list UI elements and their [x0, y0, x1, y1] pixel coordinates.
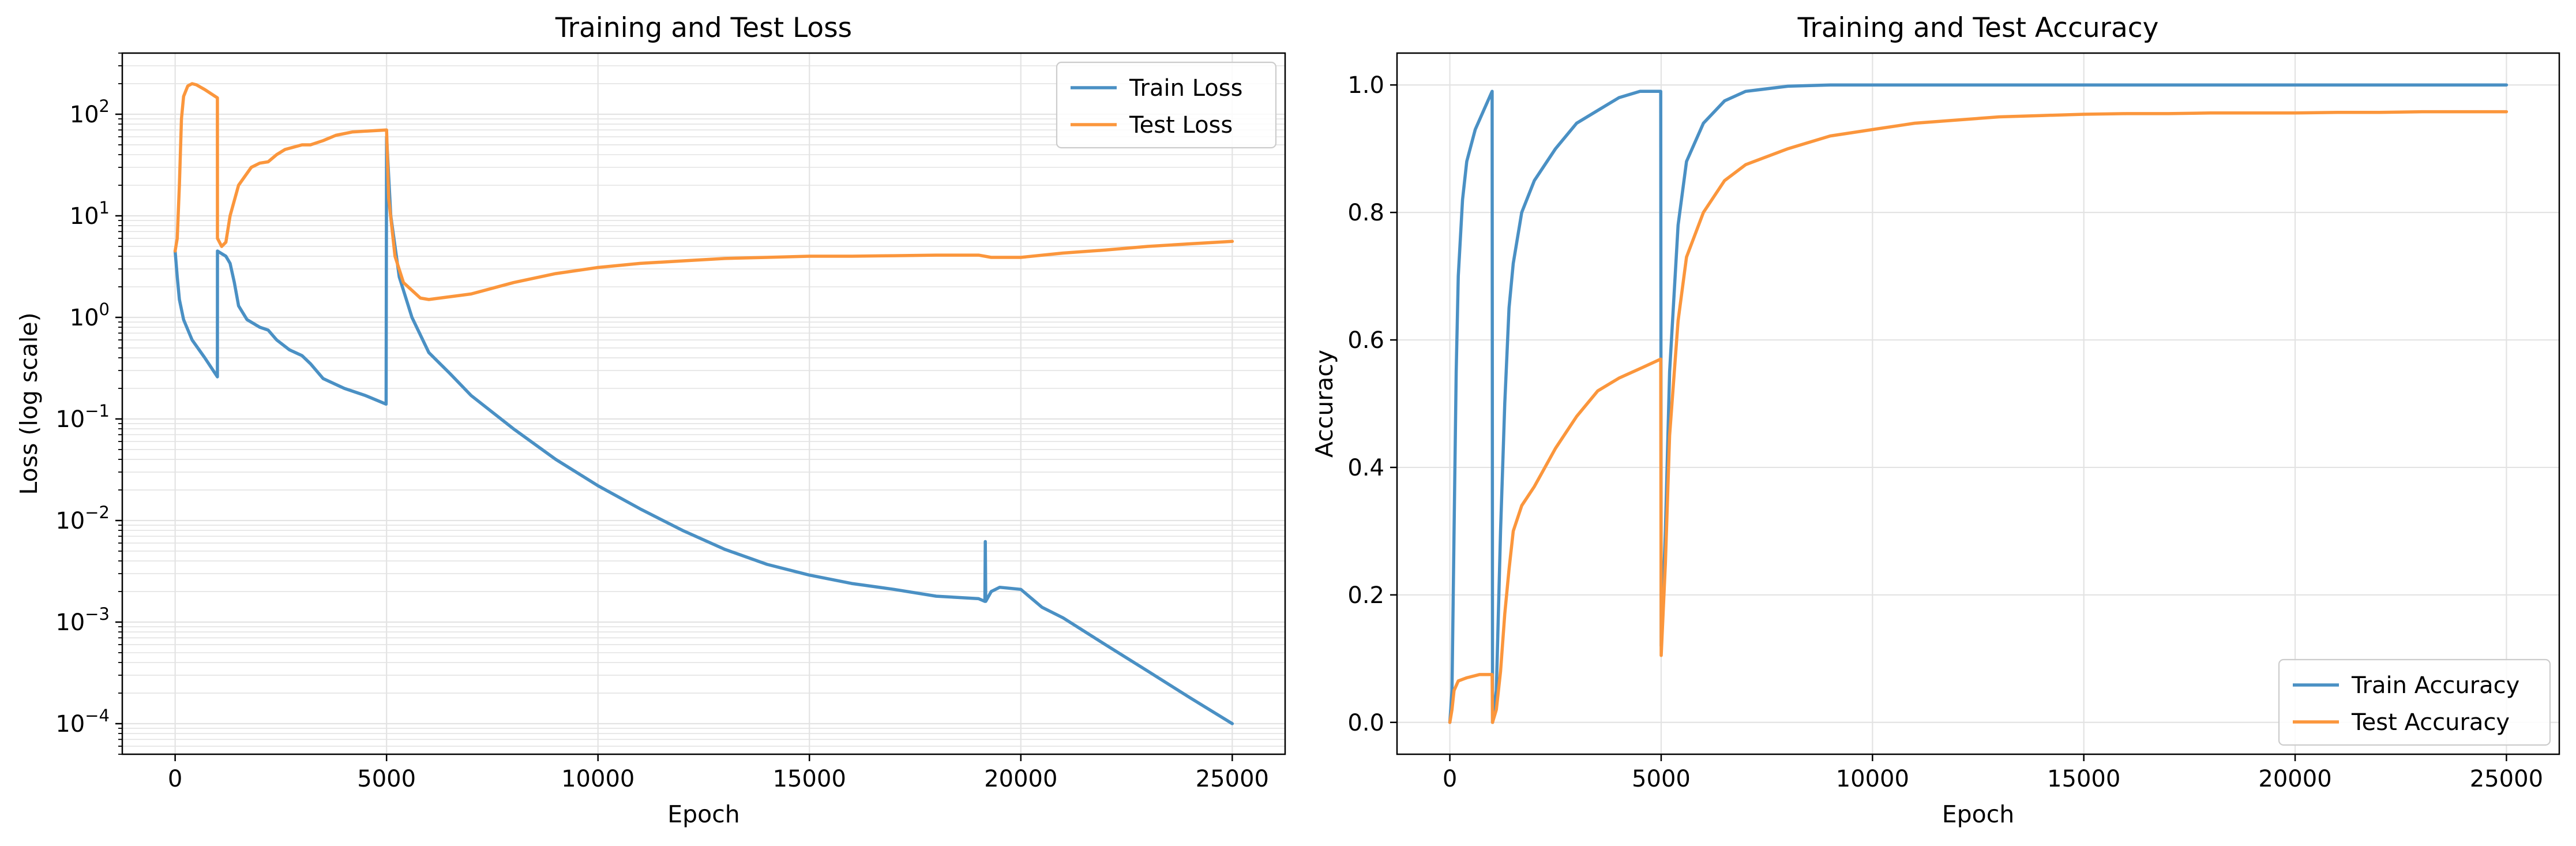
chart-title: Training and Test Accuracy	[1797, 12, 2159, 44]
x-tick-label: 10000	[1836, 766, 1909, 792]
legend-box	[2278, 658, 2551, 746]
y-tick-label: 10−4	[55, 706, 110, 738]
y-tick-label: 102	[70, 96, 110, 128]
y-tick-label: 100	[70, 300, 110, 331]
accuracy-chart: 0 5000 10000 15000 20000 25000 0.0 0.2 0.4 0.6 0.8…	[1310, 12, 2560, 828]
y-tick-label: 0.8	[1347, 200, 1384, 226]
x-tick-label: 5000	[357, 766, 416, 792]
y-tick-label-exponent: 1	[99, 198, 110, 218]
legend-box	[1056, 61, 1277, 149]
test-accuracy-line	[1448, 110, 2509, 724]
chart-title: Training and Test Loss	[555, 12, 852, 44]
y-axis-label: Accuracy	[1310, 350, 1338, 458]
y-tick-label-exponent: −4	[85, 706, 110, 725]
y-tick-label-base: 10	[55, 609, 85, 636]
y-tick-label: 10−2	[55, 503, 110, 534]
series-group	[1448, 83, 2509, 724]
y-tick-label: 101	[70, 198, 110, 230]
y-tick-label: 1.0	[1347, 72, 1384, 99]
legend-label: Train Loss	[1129, 75, 1242, 102]
y-tick-label-base: 10	[55, 508, 85, 534]
y-tick-label-base: 10	[70, 102, 99, 128]
grid	[1397, 53, 2559, 754]
series-group	[173, 82, 1234, 725]
x-tick-label: 15000	[2047, 766, 2120, 792]
x-tick-label: 0	[1443, 766, 1457, 792]
x-tick-label: 15000	[773, 766, 846, 792]
train-loss-line	[173, 135, 1234, 725]
x-tick-label: 10000	[561, 766, 634, 792]
legend-label: Test Loss	[1129, 112, 1233, 138]
x-tick-label: 20000	[984, 766, 1057, 792]
y-tick-label: 10−1	[55, 401, 110, 433]
y-tick-label-base: 10	[55, 711, 85, 738]
axes-frame	[1396, 52, 2560, 755]
y-tick-label-exponent: −2	[85, 503, 110, 522]
y-axis-label: Loss (log scale)	[15, 312, 43, 495]
y-tick-label-base: 10	[70, 305, 99, 331]
x-axis-label: Epoch	[667, 800, 740, 828]
y-tick-label: 0.2	[1347, 582, 1384, 609]
x-tick-label: 25000	[1196, 766, 1269, 792]
x-tick-label: 25000	[2470, 766, 2543, 792]
legend: Train Accuracy Test Accuracy	[2278, 658, 2551, 746]
y-tick-label-exponent: −1	[85, 401, 110, 421]
y-tick-label-base: 10	[55, 406, 85, 433]
x-tick-label: 0	[168, 766, 182, 792]
legend-label: Test Accuracy	[2351, 709, 2510, 736]
legend-label: Train Accuracy	[2351, 672, 2519, 699]
x-tick-label: 5000	[1632, 766, 1691, 792]
test-loss-line	[173, 82, 1234, 301]
x-axis-label: Epoch	[1942, 800, 2015, 828]
legend: Train Loss Test Loss	[1056, 61, 1277, 149]
y-tick-label-exponent: −3	[85, 604, 110, 624]
y-tick-label: 0.6	[1347, 327, 1384, 354]
y-tick-label-exponent: 0	[99, 300, 110, 319]
x-tick-label: 20000	[2258, 766, 2331, 792]
y-tick-label: 0.4	[1347, 455, 1384, 481]
axes-frame	[121, 52, 1286, 755]
y-tick-label: 10−3	[55, 604, 110, 636]
train-accuracy-line	[1448, 83, 2509, 724]
loss-chart: 0 5000 10000 15000 20000 2500010−410−310−210−…	[15, 12, 1286, 828]
y-tick-label-exponent: 2	[99, 96, 110, 116]
y-tick-label-base: 10	[70, 203, 99, 230]
grid	[122, 53, 1285, 755]
y-tick-label: 0.0	[1347, 710, 1384, 736]
